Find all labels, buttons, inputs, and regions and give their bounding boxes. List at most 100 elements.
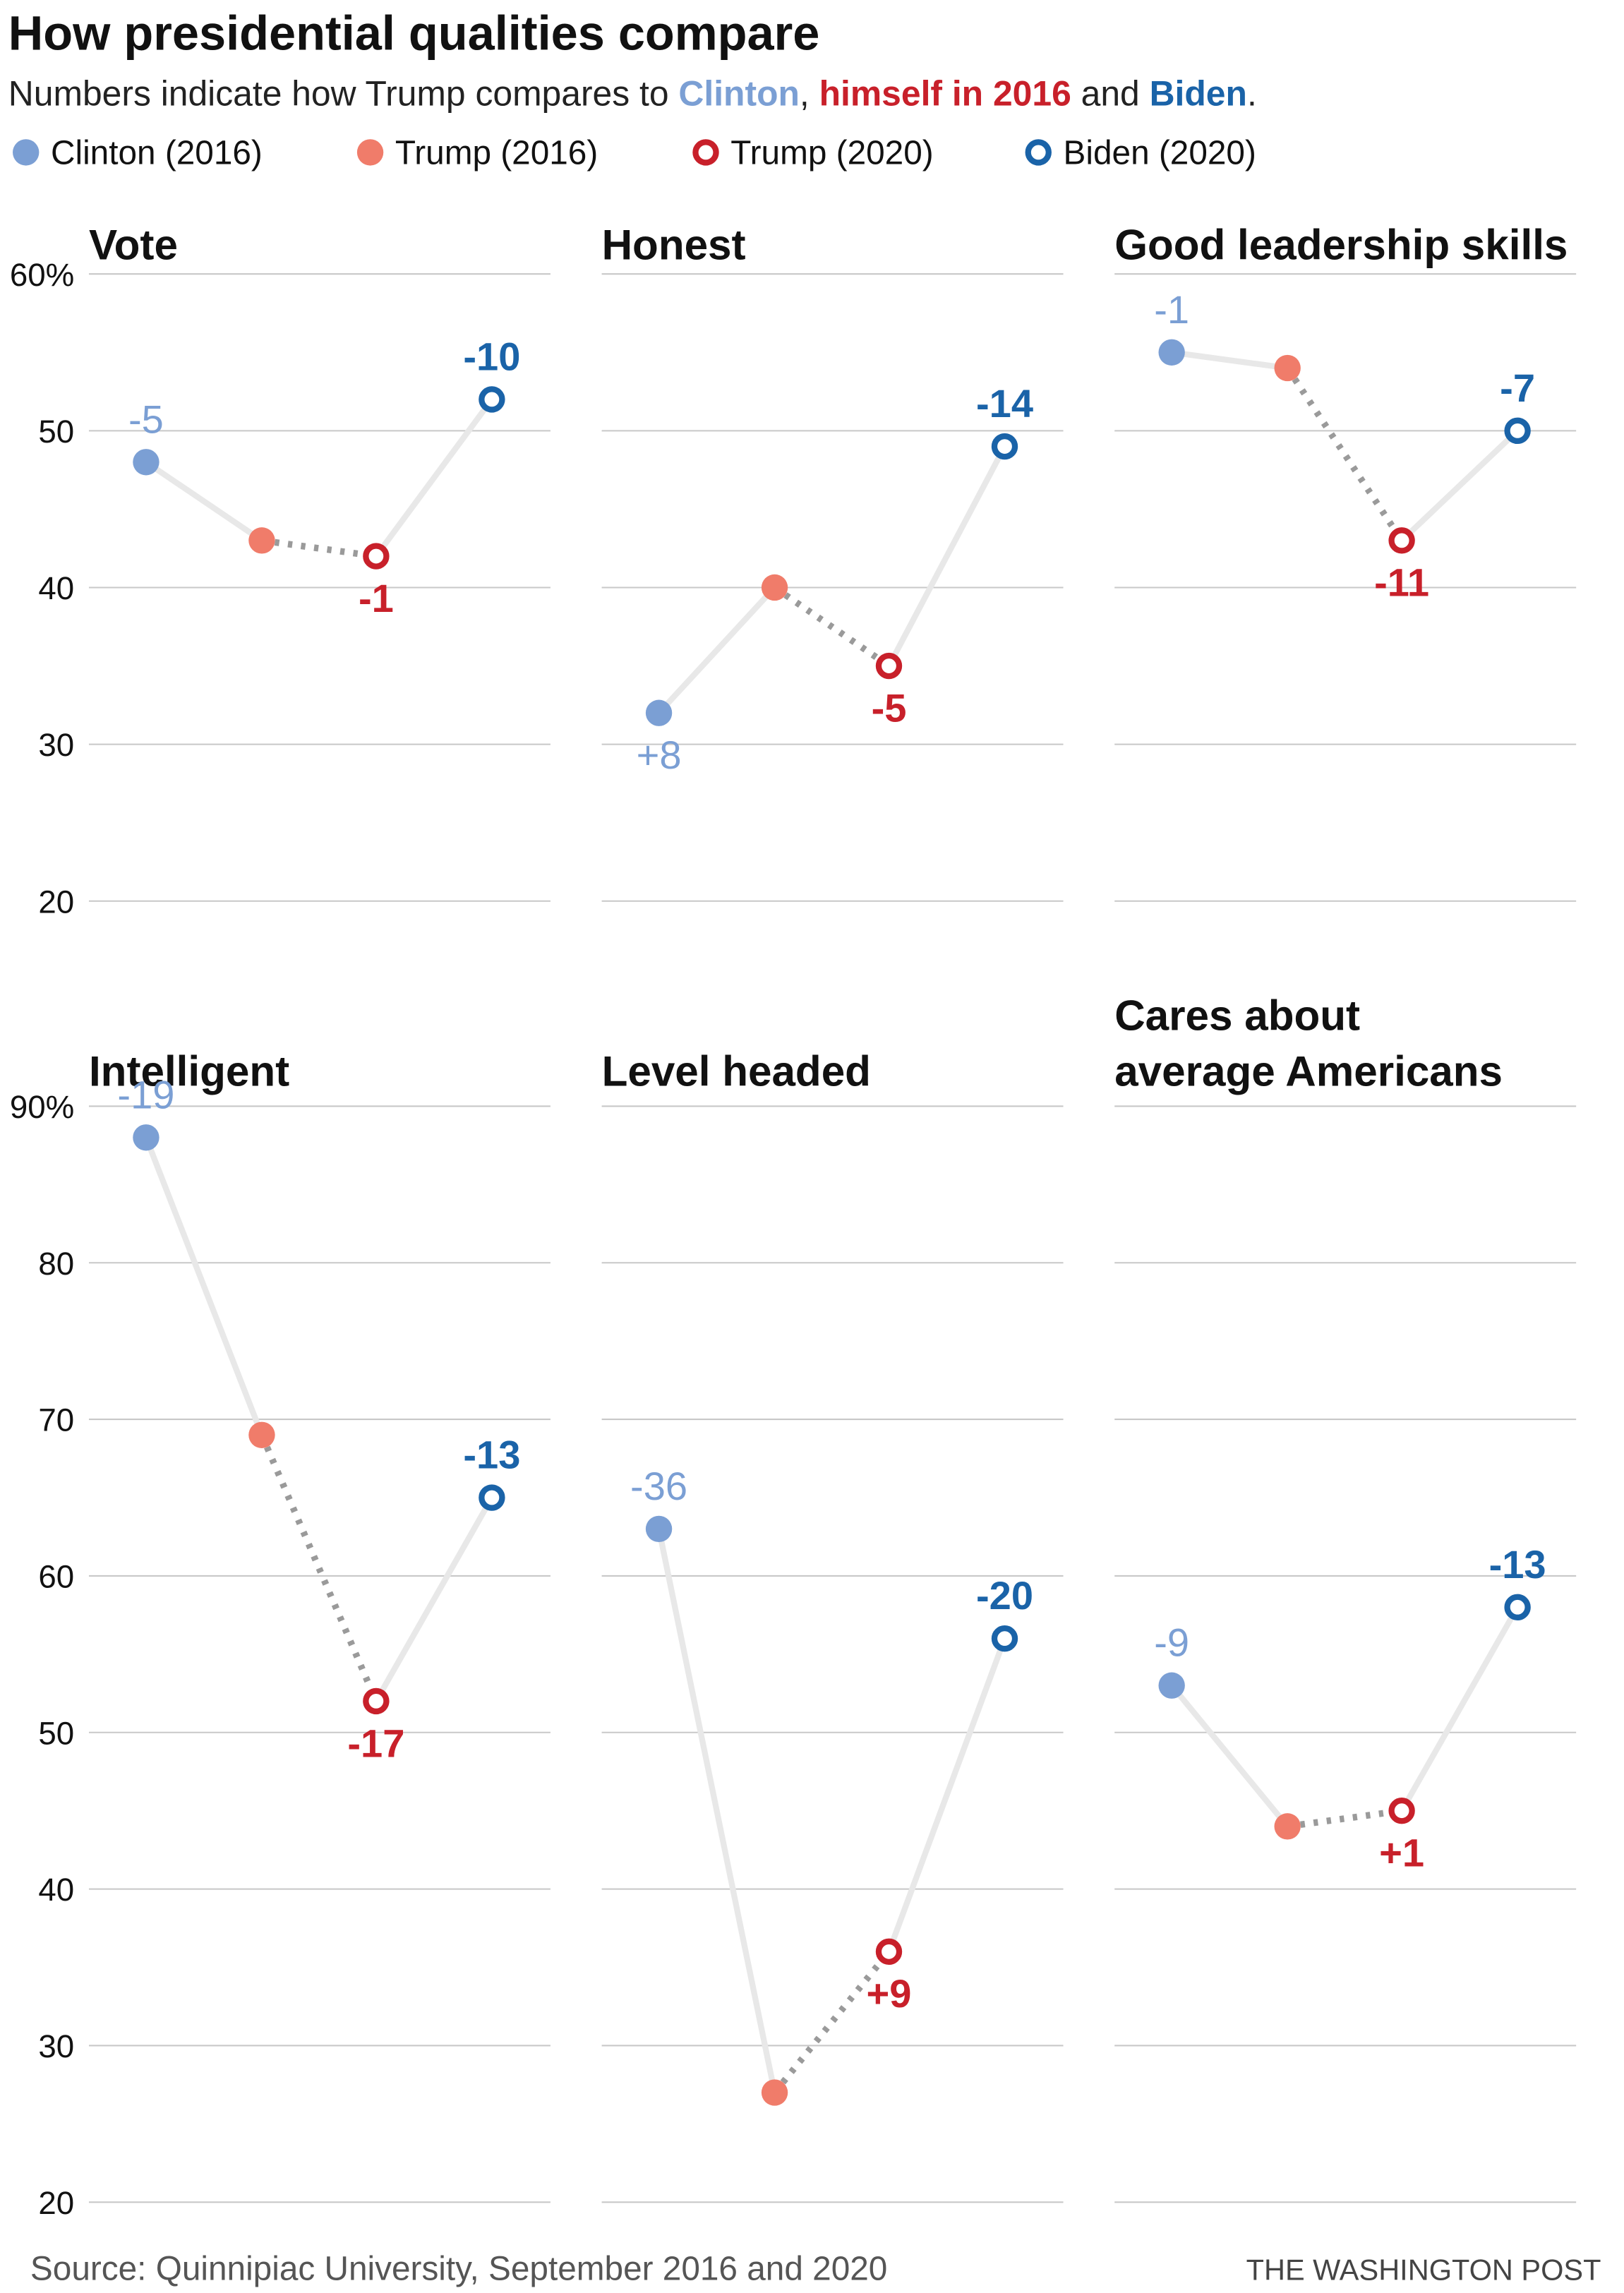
connector-line: [1398, 428, 1521, 544]
point: [363, 1687, 390, 1715]
change-line: [772, 584, 891, 669]
connector-line: [143, 1134, 265, 1438]
comparison-label: -14: [976, 381, 1033, 426]
point: [133, 449, 160, 476]
point: [991, 433, 1018, 460]
credit: THE WASHINGTON POST: [1246, 2253, 1601, 2286]
comparison-label: -5: [872, 685, 907, 730]
subtitle-part: Numbers indicate how Trump compares to: [8, 73, 679, 113]
panel-title: average Americans: [1114, 1047, 1503, 1095]
legend-marker: [356, 139, 384, 166]
point: [645, 699, 673, 726]
comparison-label: -17: [347, 1721, 404, 1765]
connector-line: [656, 1526, 778, 2096]
subtitle-part: and: [1071, 73, 1150, 113]
source: Source: Quinnipiac University, September…: [30, 2250, 887, 2287]
y-tick-label: 50: [38, 1715, 74, 1751]
point: [1388, 527, 1415, 554]
y-tick-label: 20: [38, 2185, 74, 2221]
legend-label: Trump (2020): [730, 135, 933, 172]
comparison-label: -20: [976, 1573, 1033, 1618]
point: [1274, 1813, 1301, 1840]
panel-title: Cares about: [1114, 992, 1360, 1039]
comparison-label: -1: [359, 576, 394, 620]
legend-marker: [692, 139, 719, 166]
comparison-label: -13: [1489, 1542, 1546, 1587]
y-tick-label: 80: [38, 1246, 74, 1282]
y-tick-label: 40: [38, 570, 74, 606]
point: [1274, 354, 1301, 382]
point: [1158, 1672, 1185, 1699]
subtitle-part: Biden: [1150, 73, 1247, 113]
y-tick-label: 30: [38, 2028, 74, 2064]
panel-title: Intelligent: [89, 1047, 289, 1095]
point: [645, 1515, 673, 1543]
legend-label: Biden (2020): [1064, 135, 1256, 172]
subtitle-part: himself in 2016: [819, 73, 1071, 113]
panel-title: Honest: [602, 221, 746, 268]
y-tick-label: 20: [38, 884, 74, 920]
y-tick-label: 40: [38, 1872, 74, 1908]
point: [363, 543, 390, 570]
subtitle: Numbers indicate how Trump compares to C…: [8, 73, 1257, 113]
y-tick-label: 60: [38, 1559, 74, 1595]
connector-line: [1169, 349, 1291, 371]
point: [761, 574, 788, 601]
point: [875, 1938, 903, 1966]
point: [1504, 417, 1531, 445]
change-line: [1285, 366, 1405, 543]
y-tick-label: 70: [38, 1402, 74, 1438]
connector-line: [886, 443, 1008, 669]
comparison-label: -11: [1374, 560, 1429, 605]
comparison-label: +9: [867, 1971, 912, 2016]
point: [875, 652, 903, 680]
connector-line: [656, 584, 778, 716]
change-line: [258, 1433, 380, 1703]
change-line: [1287, 1807, 1402, 1830]
connector-line: [886, 1635, 1008, 1955]
panel-title: Level headed: [602, 1047, 871, 1095]
comparison-label: -9: [1154, 1620, 1189, 1665]
point: [1158, 339, 1185, 366]
y-tick-label: 90%: [10, 1089, 74, 1125]
y-tick-label: 50: [38, 414, 74, 450]
comparison-label: -10: [463, 334, 520, 378]
connector-line: [143, 459, 265, 544]
comparison-label: -1: [1154, 287, 1189, 332]
legend-marker: [13, 139, 40, 166]
comparison-label: +1: [1379, 1831, 1424, 1875]
comparison-label: -19: [117, 1072, 174, 1117]
change-line: [261, 537, 377, 560]
point: [1504, 1594, 1531, 1620]
comparison-label: -36: [630, 1464, 687, 1508]
legend-label: Trump (2016): [395, 135, 598, 172]
chart-title: How presidential qualities compare: [8, 6, 820, 61]
subtitle-part: .: [1247, 73, 1257, 113]
point: [761, 2079, 788, 2106]
legend-marker: [1025, 139, 1052, 166]
connector-line: [1169, 1683, 1291, 1830]
comparison-label: -13: [463, 1432, 520, 1476]
connector-line: [1398, 1604, 1521, 1814]
subtitle-part: ,: [800, 73, 819, 113]
subtitle-part: Clinton: [678, 73, 800, 113]
point: [248, 1421, 275, 1448]
panel-title: Good leadership skills: [1114, 221, 1568, 268]
point: [479, 386, 505, 413]
point: [248, 527, 275, 554]
legend-label: Clinton (2016): [51, 135, 263, 172]
panel-title: Vote: [89, 221, 178, 268]
point: [133, 1124, 160, 1151]
point: [479, 1484, 505, 1511]
point: [1388, 1798, 1415, 1824]
connector-line: [373, 396, 495, 560]
comparison-label: -7: [1500, 366, 1535, 410]
y-tick-label: 60%: [10, 257, 74, 293]
change-line: [771, 1949, 892, 2095]
point: [991, 1625, 1018, 1652]
connector-line: [373, 1494, 495, 1704]
y-tick-label: 30: [38, 727, 74, 763]
comparison-label: +8: [637, 733, 682, 777]
